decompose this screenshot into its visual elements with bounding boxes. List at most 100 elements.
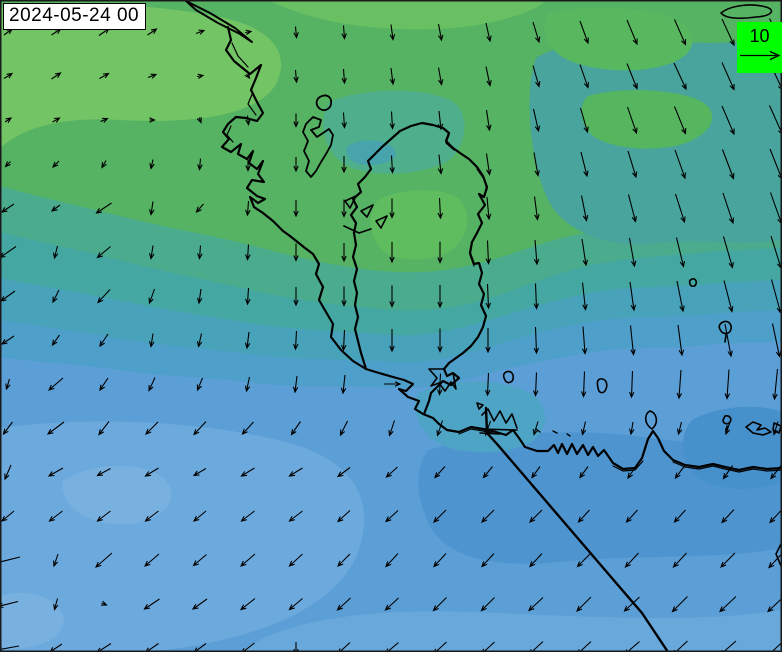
wind-arrow (195, 203, 204, 214)
wind-arrow (144, 510, 159, 522)
wind-arrow (485, 240, 492, 265)
wind-arrow (4, 464, 12, 481)
wind-arrow (437, 241, 443, 264)
wind-arrow (768, 105, 782, 135)
wind-arrow (532, 21, 541, 44)
wind-arrow (240, 510, 255, 522)
wind-arrow (676, 280, 685, 313)
wind-arrow (389, 67, 396, 86)
wind-arrow (485, 66, 492, 87)
wind-arrow (341, 112, 347, 129)
contour-region-green-patch-r1 (544, 7, 693, 71)
wind-arrow (244, 29, 253, 35)
wind-arrow (99, 72, 110, 79)
wind-arrow (721, 149, 735, 180)
wind-arrow (389, 285, 395, 308)
wind-arrow (532, 421, 539, 436)
wind-arrow (580, 371, 587, 398)
wind-arrow (336, 467, 351, 478)
wind-arrow (52, 553, 59, 568)
wind-arrow (579, 20, 589, 45)
wind-arrow (47, 467, 64, 477)
wind-arrow (673, 19, 687, 46)
wind-arrow (485, 328, 491, 354)
wind-arrow (293, 287, 299, 307)
wind-arrow (769, 148, 782, 180)
wind-arrow (245, 287, 251, 306)
wind-arrow (485, 283, 492, 310)
wind-arrow (676, 421, 683, 436)
wind-arrow (389, 329, 395, 353)
wind-arrow (581, 326, 588, 355)
wind-arrow (2, 421, 13, 436)
wind-arrow (239, 598, 256, 611)
wind-arrow (144, 467, 159, 477)
wind-arrow (100, 117, 109, 123)
wind-arrow (385, 510, 399, 523)
wind-arrow (385, 466, 398, 478)
wind-arrow (627, 194, 637, 223)
wind-arrow (4, 117, 13, 123)
wind-arrow (385, 553, 399, 568)
coast-bay-detail (445, 134, 488, 267)
wind-arrow (673, 62, 687, 91)
wind-arrow (290, 421, 301, 436)
wind-arrow (96, 468, 111, 477)
wind-arrow (674, 149, 686, 180)
wind-arrow (337, 510, 351, 523)
wind-arrow (50, 204, 61, 212)
wind-arrow (293, 26, 299, 39)
wind-arrow (147, 28, 158, 36)
wind-arrow (533, 326, 540, 355)
wind-arrow (437, 285, 443, 309)
wind-arrow (624, 552, 639, 568)
wind-arrow (47, 377, 64, 391)
wind-arrow (531, 466, 541, 479)
wind-arrow (389, 198, 395, 219)
wind-arrow (771, 323, 782, 358)
wind-arrow (529, 509, 543, 523)
wind-arrow (53, 598, 59, 611)
wind-arrow (581, 238, 589, 267)
wind-arrow (626, 63, 638, 90)
line-diagonal (484, 406, 670, 652)
wind-arrow (625, 509, 638, 523)
wind-arrow (341, 68, 347, 85)
wind-arrow (0, 556, 21, 565)
wind-arrow (576, 553, 591, 568)
wind-arrow (100, 600, 108, 606)
wind-arrow (437, 23, 444, 42)
wind-arrow (629, 281, 637, 312)
wind-arrow (341, 156, 347, 174)
wind-arrow (626, 106, 638, 135)
wind-arrow (433, 509, 447, 523)
islets-bay-top (343, 195, 388, 234)
wind-arrow (197, 158, 203, 171)
wind-arrow (149, 117, 156, 123)
coast-specks (535, 428, 571, 437)
wind-arrow (674, 193, 686, 224)
wind-arrow (292, 375, 299, 394)
wind-arrow (52, 117, 61, 123)
wind-arrow (52, 160, 60, 168)
wind-arrow (196, 288, 203, 305)
wind-arrow (580, 421, 587, 436)
wind-arrow (239, 553, 256, 567)
wind-arrow (245, 200, 251, 217)
coast-bay-loop (349, 121, 489, 416)
wind-arrow (196, 116, 202, 124)
wind-arrow (676, 369, 683, 400)
wind-arrow (722, 192, 735, 225)
wind-arrow (677, 324, 685, 357)
wind-arrow (579, 466, 589, 479)
coast-west-main (288, 234, 782, 472)
wind-arrow (52, 289, 60, 304)
wind-arrow (46, 421, 65, 435)
wind-arrow (437, 197, 444, 220)
wind-arrow (579, 64, 590, 89)
wind-arrow (148, 201, 155, 216)
coast-spike-nw (185, 0, 253, 43)
